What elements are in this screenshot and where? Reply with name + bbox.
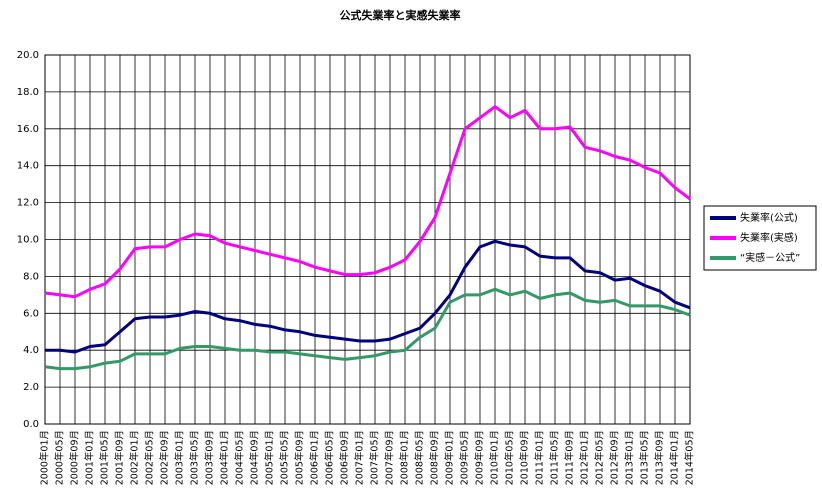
y-tick-label: 18.0 <box>17 87 39 98</box>
x-tick-label: 2012年09月 <box>609 430 621 485</box>
y-tick-label: 12.0 <box>17 198 39 209</box>
series-line <box>44 287 691 371</box>
x-tick-label: 2008年09月 <box>429 430 441 485</box>
y-tick-label: 0.0 <box>23 419 39 430</box>
legend-label: “実感－公式” <box>740 251 800 264</box>
x-tick-label: 2007年01月 <box>354 430 366 485</box>
x-tick-label: 2010年09月 <box>519 430 531 485</box>
y-tick-label: 10.0 <box>17 235 39 246</box>
x-tick-label: 2012年05月 <box>594 430 606 485</box>
x-tick-label: 2008年01月 <box>399 430 411 485</box>
y-tick-label: 8.0 <box>23 271 39 282</box>
x-tick-label: 2010年01月 <box>489 430 501 485</box>
x-tick-label: 2007年05月 <box>369 430 381 485</box>
y-tick-label: 16.0 <box>17 124 39 135</box>
y-tick-label: 2.0 <box>23 382 39 393</box>
x-tick-label: 2009年09月 <box>474 430 486 485</box>
x-tick-label: 2000年05月 <box>54 430 66 485</box>
x-tick-label: 2003年01月 <box>174 430 186 485</box>
x-tick-label: 2004年05月 <box>234 430 246 485</box>
x-tick-label: 2014年01月 <box>669 430 681 485</box>
x-tick-label: 2002年01月 <box>129 430 141 485</box>
x-tick-label: 2002年05月 <box>144 430 156 485</box>
x-tick-label: 2001年05月 <box>99 430 111 485</box>
x-tick-label: 2002年09月 <box>159 430 171 485</box>
x-tick-label: 2001年09月 <box>114 430 126 485</box>
x-tick-label: 2006年05月 <box>324 430 336 485</box>
x-tick-label: 2013年09月 <box>654 430 666 485</box>
x-tick-label: 2011年01月 <box>534 430 546 485</box>
x-tick-label: 2011年05月 <box>549 430 561 485</box>
x-tick-label: 2004年01月 <box>219 430 231 485</box>
x-tick-label: 2013年01月 <box>624 430 636 485</box>
x-tick-label: 2006年09月 <box>339 430 351 485</box>
y-tick-label: 20.0 <box>17 50 39 61</box>
x-tick-label: 2008年05月 <box>414 430 426 485</box>
series-line <box>44 105 691 299</box>
x-tick-label: 2013年05月 <box>639 430 651 485</box>
legend-label: 失業率(公式) <box>740 211 798 224</box>
x-tick-label: 2007年09月 <box>384 430 396 485</box>
x-tick-label: 2012年01月 <box>579 430 591 485</box>
x-tick-label: 2006年01月 <box>309 430 321 485</box>
x-tick-label: 2014年05月 <box>684 430 696 485</box>
x-tick-label: 2005年09月 <box>294 430 306 485</box>
x-tick-label: 2010年05月 <box>504 430 516 485</box>
x-tick-label: 2003年05月 <box>189 430 201 485</box>
plot-border <box>44 54 691 425</box>
y-tick-label: 6.0 <box>23 308 39 319</box>
y-tick-label: 4.0 <box>23 345 39 356</box>
x-tick-label: 2009年01月 <box>444 430 456 485</box>
y-tick-label: 14.0 <box>17 161 39 172</box>
x-tick-label: 2000年09月 <box>69 430 81 485</box>
chart-title: 公式失業率と実感失業率 <box>340 8 461 22</box>
x-tick-label: 2004年09月 <box>249 430 261 485</box>
x-tick-label: 2005年01月 <box>264 430 276 485</box>
x-tick-label: 2005年05月 <box>279 430 291 485</box>
x-tick-label: 2001年01月 <box>84 430 96 485</box>
x-tick-label: 2000年01月 <box>39 430 51 485</box>
series-line <box>45 239 691 354</box>
x-tick-label: 2009年05月 <box>459 430 471 485</box>
x-tick-label: 2003年09月 <box>204 430 216 485</box>
x-tick-label: 2011年09月 <box>564 430 576 485</box>
legend-label: 失業率(実感) <box>740 231 798 244</box>
